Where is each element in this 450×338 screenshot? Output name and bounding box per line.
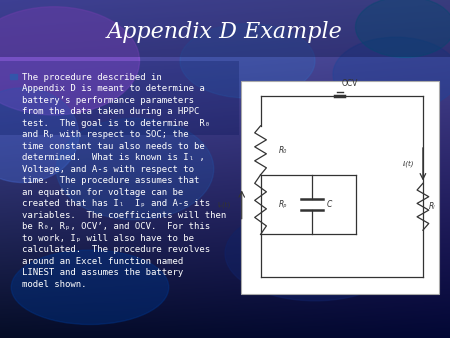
Text: created that has Iₗ  Iₚ and A-s its: created that has Iₗ Iₚ and A-s its bbox=[22, 199, 210, 208]
Text: The procedure described in: The procedure described in bbox=[22, 73, 162, 82]
Text: variables.  The coefficients will then: variables. The coefficients will then bbox=[22, 211, 226, 220]
Text: model shown.: model shown. bbox=[22, 280, 86, 289]
Text: Iₚ(t): Iₚ(t) bbox=[218, 201, 231, 208]
Text: be R₀, Rₚ, OCV’, and OCV.  For this: be R₀, Rₚ, OCV’, and OCV. For this bbox=[22, 222, 210, 231]
Ellipse shape bbox=[333, 37, 450, 112]
Bar bbox=[0, 0, 450, 57]
Bar bbox=[241, 81, 439, 294]
Ellipse shape bbox=[225, 206, 405, 301]
Text: test.  The goal is to determine  R₀: test. The goal is to determine R₀ bbox=[22, 119, 210, 128]
Text: Voltage, and A-s with respect to: Voltage, and A-s with respect to bbox=[22, 165, 194, 174]
Text: time constant tau also needs to be: time constant tau also needs to be bbox=[22, 142, 204, 151]
Text: Appendix D is meant to determine a: Appendix D is meant to determine a bbox=[22, 84, 204, 93]
Text: and Rₚ with respect to SOC; the: and Rₚ with respect to SOC; the bbox=[22, 130, 188, 139]
Text: from the data taken during a HPPC: from the data taken during a HPPC bbox=[22, 107, 199, 116]
Text: C: C bbox=[327, 200, 332, 209]
Ellipse shape bbox=[180, 24, 315, 98]
Text: Rₗ: Rₗ bbox=[428, 202, 435, 211]
Text: calculated.  The procedure revolves: calculated. The procedure revolves bbox=[22, 245, 210, 254]
Bar bbox=[0, 61, 238, 135]
Ellipse shape bbox=[0, 7, 140, 115]
Text: time.  The procedure assumes that: time. The procedure assumes that bbox=[22, 176, 199, 185]
Ellipse shape bbox=[0, 88, 79, 183]
Text: to work, Iₚ will also have to be: to work, Iₚ will also have to be bbox=[22, 234, 194, 243]
Text: LINEST and assumes the battery: LINEST and assumes the battery bbox=[22, 268, 183, 277]
Text: R₀: R₀ bbox=[279, 146, 287, 155]
Ellipse shape bbox=[11, 250, 169, 324]
Text: Appendix D Example: Appendix D Example bbox=[107, 21, 343, 43]
Text: Iₗ(t): Iₗ(t) bbox=[403, 161, 415, 167]
Ellipse shape bbox=[56, 118, 214, 220]
Text: Rₚ: Rₚ bbox=[279, 200, 287, 209]
Text: OCV: OCV bbox=[342, 79, 358, 88]
Text: around an Excel function named: around an Excel function named bbox=[22, 257, 183, 266]
Ellipse shape bbox=[356, 0, 450, 57]
Text: an equation for voltage can be: an equation for voltage can be bbox=[22, 188, 183, 197]
Bar bbox=[10, 74, 17, 79]
Text: battery’s performance parameters: battery’s performance parameters bbox=[22, 96, 194, 105]
Text: determined.  What is known is Iₗ ,: determined. What is known is Iₗ , bbox=[22, 153, 204, 162]
